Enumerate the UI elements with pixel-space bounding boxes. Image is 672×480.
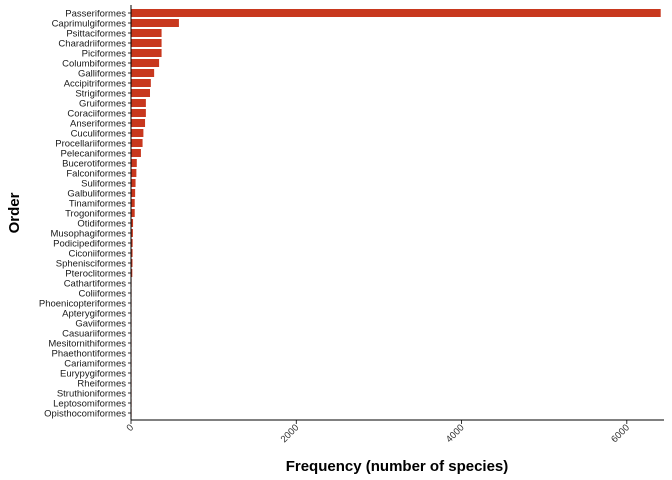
bar: [131, 9, 661, 17]
bar: [131, 109, 146, 117]
bar: [131, 159, 137, 167]
y-tick-label: Caprimulgiformes: [52, 18, 127, 29]
bar: [131, 269, 133, 277]
bar: [131, 129, 144, 137]
bar: [131, 59, 160, 67]
x-tick-label: 2000: [279, 422, 302, 445]
y-tick-label: Cariamiformes: [64, 358, 126, 369]
y-tick-label: Musophagiformes: [50, 228, 126, 239]
x-axis-title: Frequency (number of species): [286, 458, 509, 475]
bar: [131, 169, 137, 177]
y-tick-label: Piciformes: [82, 48, 127, 59]
bar: [131, 139, 143, 147]
y-tick-label: Columbiformes: [62, 58, 126, 69]
y-tick-label: Opisthocomiformes: [44, 408, 126, 419]
bar: [131, 229, 133, 237]
x-tick-label: 6000: [609, 422, 632, 445]
y-tick-label: Pelecaniformes: [61, 148, 127, 159]
bar: [131, 119, 146, 127]
y-tick-label: Psittaciformes: [66, 28, 126, 39]
y-tick-label: Falconiformes: [66, 168, 126, 179]
y-tick-label: Suliformes: [81, 178, 126, 189]
y-tick-label: Cuculiformes: [71, 128, 127, 139]
y-tick-label: Galliformes: [78, 68, 126, 79]
y-tick-label: Phoenicopteriformes: [39, 298, 126, 309]
y-tick-label: Eurypygiformes: [60, 368, 126, 379]
y-tick-label: Trogoniformes: [65, 208, 126, 219]
y-tick-label: Galbuliformes: [67, 188, 126, 199]
y-tick-label: Otidiformes: [77, 218, 126, 229]
y-axis-title: Order: [6, 192, 23, 233]
bar: [131, 39, 162, 47]
y-tick-label: Tinamiformes: [69, 198, 126, 209]
y-tick-label: Leptosomiformes: [53, 398, 126, 409]
bar: [131, 19, 179, 27]
bar: [131, 179, 136, 187]
y-tick-label: Coliiformes: [78, 288, 126, 299]
bar: [131, 49, 162, 57]
y-tick-label: Pteroclitormes: [65, 268, 126, 279]
y-tick-label: Bucerotiformes: [62, 158, 126, 169]
y-tick-label: Rheiformes: [77, 378, 126, 389]
bar: [131, 149, 141, 157]
bar: [131, 79, 151, 87]
bar: [131, 259, 133, 267]
y-tick-label: Podicipediformes: [53, 238, 126, 249]
bar: [131, 69, 155, 77]
y-tick-label: Gaviiformes: [75, 318, 126, 329]
bar: [131, 249, 133, 257]
y-tick-label: Cathartiformes: [64, 278, 127, 289]
bar: [131, 29, 162, 37]
y-tick-label: Coraciiformes: [67, 108, 126, 119]
bar: [131, 99, 146, 107]
bar: [131, 239, 133, 247]
bars-group: [131, 9, 661, 417]
y-tick-label: Phaethontiformes: [52, 348, 127, 359]
bar: [131, 189, 136, 197]
x-tick-label: 4000: [444, 422, 467, 445]
bar: [131, 219, 134, 227]
y-tick-label: Anseriformes: [70, 118, 126, 129]
y-tick-label: Accipitriformes: [64, 78, 127, 89]
y-tick-label: Sphenisciformes: [56, 258, 126, 269]
y-tick-label: Mesitornithiformes: [48, 338, 126, 349]
y-tick-label: Ciconiiformes: [68, 248, 126, 259]
y-tick-label: Casuariiformes: [62, 328, 126, 339]
y-tick-labels: PasseriformesCaprimulgiformesPsittacifor…: [39, 8, 126, 419]
y-tick-label: Procellariiformes: [55, 138, 126, 149]
y-tick-label: Struthioniformes: [57, 388, 126, 399]
x-tick-label: 0: [125, 422, 137, 434]
y-tick-label: Passeriformes: [65, 8, 126, 19]
bar: [131, 89, 151, 97]
y-tick-label: Strigiformes: [75, 88, 126, 99]
bar: [131, 199, 135, 207]
y-tick-label: Apterygiformes: [62, 308, 126, 319]
x-axis-ticks: 0 2000 4000 6000: [125, 420, 632, 445]
y-tick-label: Gruiformes: [79, 98, 126, 109]
bar: [131, 209, 135, 217]
y-tick-label: Charadriiformes: [58, 38, 126, 49]
